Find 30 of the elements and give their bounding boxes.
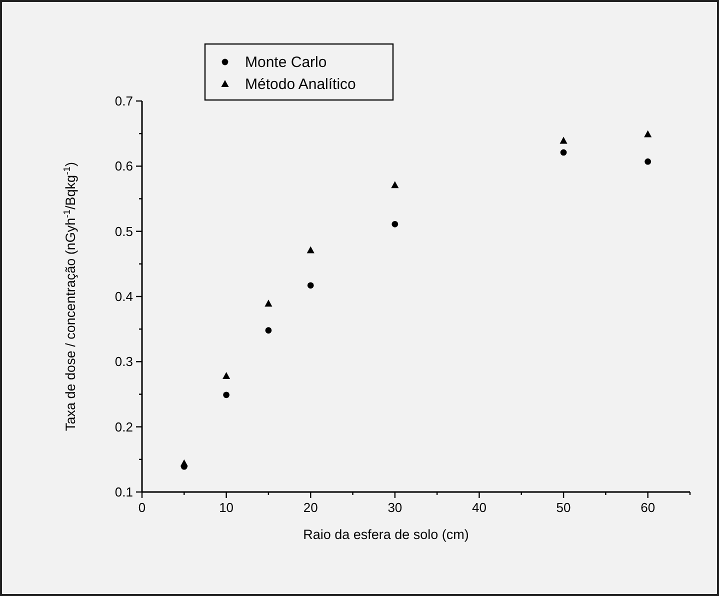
y-tick-label: 0.2 <box>114 419 133 434</box>
point <box>222 372 230 380</box>
legend-label: Monte Carlo <box>245 54 327 71</box>
point <box>644 130 652 138</box>
point <box>307 282 314 289</box>
x-tick-label: 0 <box>138 500 146 515</box>
point <box>264 300 272 307</box>
point <box>223 392 230 398</box>
y-tick-label: 0.5 <box>114 224 133 239</box>
point <box>560 136 568 144</box>
y-tick-label: 0.3 <box>114 354 133 370</box>
point <box>306 246 314 254</box>
x-axis-title: Raio da esfera de solo (cm) <box>303 527 469 542</box>
y-tick-label: 0.1 <box>114 484 133 500</box>
x-tick-label: 20 <box>303 500 318 515</box>
point <box>391 181 399 188</box>
x-tick-label: 10 <box>219 500 234 515</box>
point <box>392 220 398 228</box>
x-tick-label: 40 <box>472 500 486 515</box>
point <box>265 327 272 334</box>
x-tick-label: 50 <box>556 500 571 515</box>
y-tick-label: 0.7 <box>114 94 133 108</box>
point <box>180 459 188 466</box>
y-tick-label: 0.6 <box>114 158 133 174</box>
point <box>644 158 652 165</box>
x-tick-label: 60 <box>640 500 656 515</box>
y-tick-label: 0.4 <box>114 289 133 304</box>
point <box>560 149 567 156</box>
legend-label: Método Analítico <box>245 76 356 93</box>
x-tick-label: 30 <box>388 500 402 515</box>
